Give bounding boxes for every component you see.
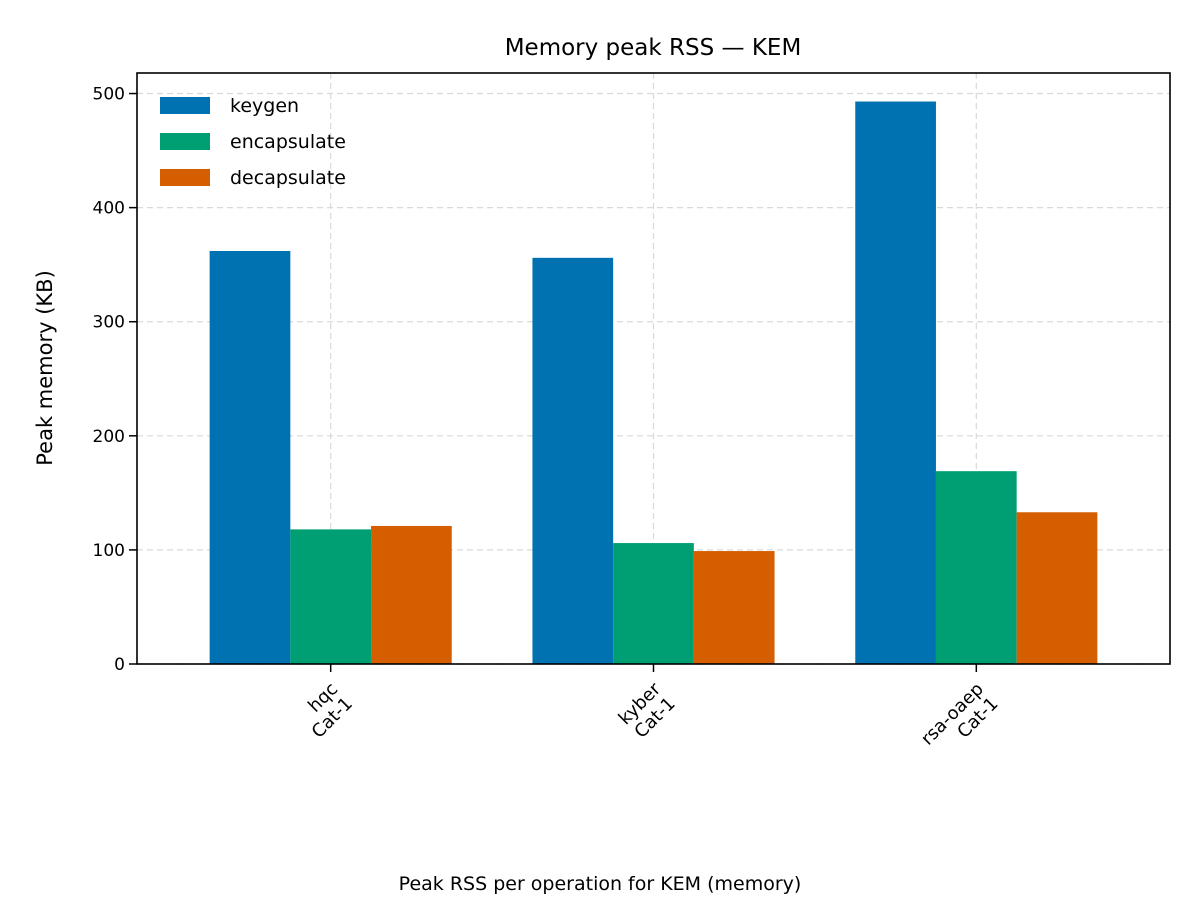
bar-encapsulate <box>290 529 372 664</box>
legend-label-keygen: keygen <box>230 95 299 117</box>
chart-title: Memory peak RSS — KEM <box>505 35 802 61</box>
y-tick-label: 400 <box>93 199 125 219</box>
legend-swatch-keygen <box>160 97 210 114</box>
y-tick-label: 200 <box>93 427 125 447</box>
legend-label-encapsulate: encapsulate <box>230 131 346 153</box>
bars <box>209 101 1098 664</box>
y-axis: 0 100 200 300 400 500 <box>93 85 137 675</box>
bar-keygen <box>209 250 291 664</box>
chart-caption: Peak RSS per operation for KEM (memory) <box>399 873 802 895</box>
legend: keygen encapsulate decapsulate <box>160 95 346 189</box>
bar-decapsulate <box>693 551 775 664</box>
y-tick-label: 0 <box>114 655 125 675</box>
bar-keygen <box>532 257 614 664</box>
y-tick-label: 100 <box>93 541 125 561</box>
bar-decapsulate <box>371 525 452 664</box>
y-tick-label: 500 <box>93 85 125 105</box>
y-tick-label: 300 <box>93 313 125 333</box>
legend-swatch-decapsulate <box>160 169 210 186</box>
y-axis-label: Peak memory (KB) <box>33 270 57 466</box>
bar-decapsulate <box>1016 512 1098 664</box>
bar-keygen <box>855 101 936 664</box>
legend-label-decapsulate: decapsulate <box>230 167 346 189</box>
legend-swatch-encapsulate <box>160 133 210 150</box>
bar-encapsulate <box>613 543 694 664</box>
bar-encapsulate <box>935 471 1017 664</box>
